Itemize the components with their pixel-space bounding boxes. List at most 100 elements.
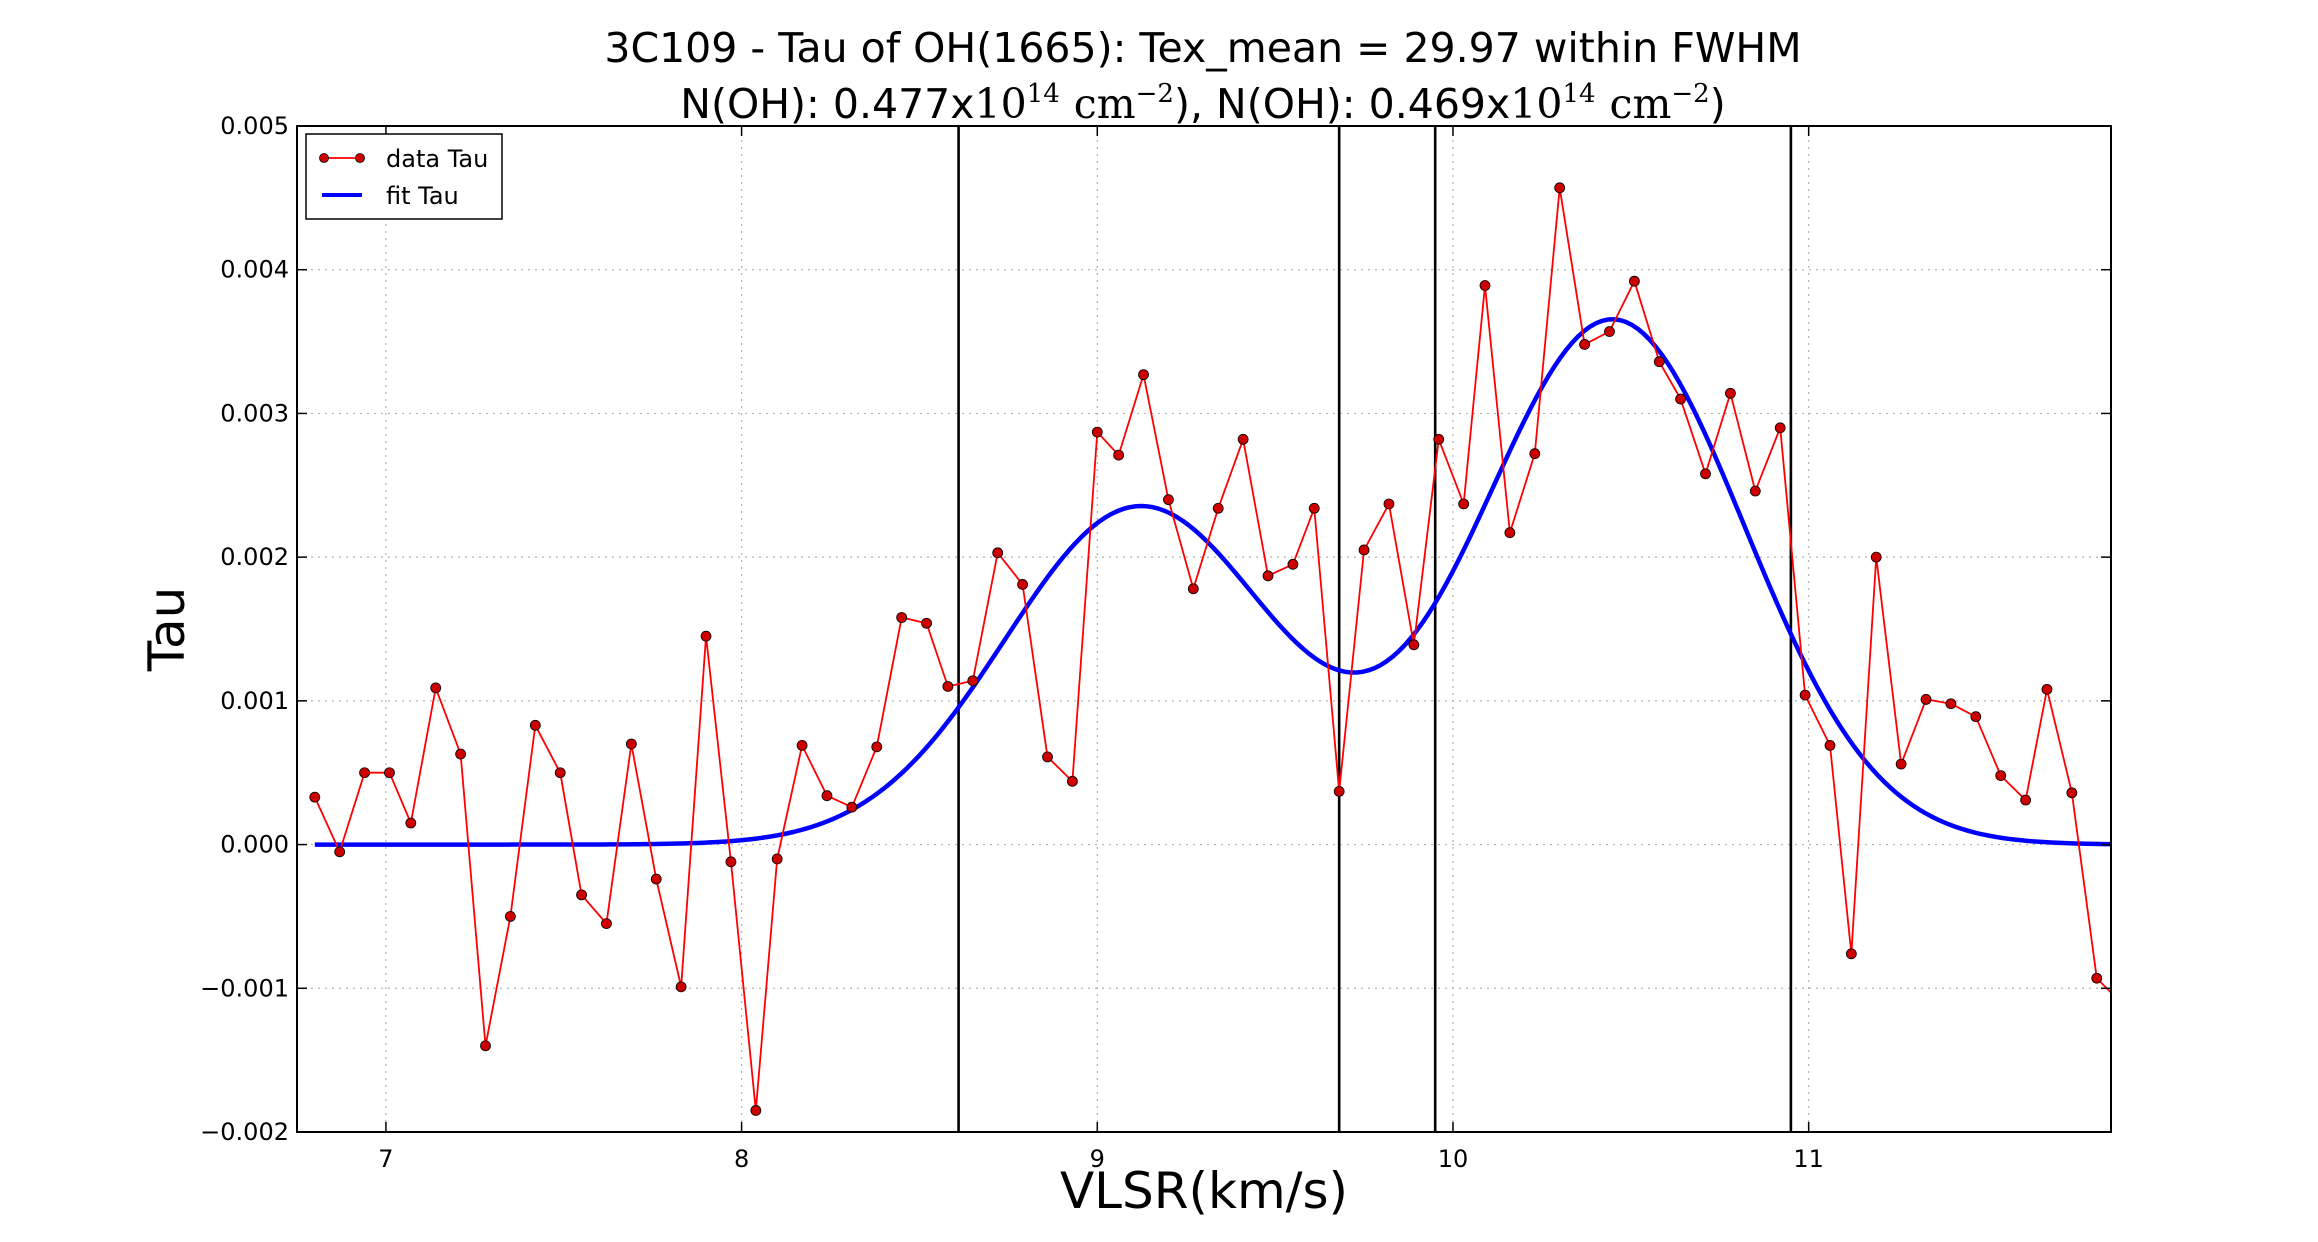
data-tau-point [1113, 449, 1125, 461]
data-tau-point [1554, 182, 1566, 194]
data-tau-point [405, 817, 417, 829]
data-tau-point [576, 889, 587, 901]
x-axis-label: VLSR(km/s) [1060, 1162, 1348, 1220]
data-tau-point [1383, 498, 1395, 510]
data-tau-point [1700, 468, 1711, 480]
data-series [309, 182, 2112, 1116]
data-tau-point [1774, 422, 1786, 434]
data-tau-point [554, 767, 566, 779]
data-tau-point [871, 741, 883, 753]
data-tau-point [601, 918, 612, 930]
data-tau-point [896, 612, 908, 623]
data-tau-point [1433, 433, 1445, 445]
y-tick-label: 0.003 [220, 399, 289, 427]
data-tau-point [480, 1040, 491, 1052]
data-tau-point [505, 911, 516, 922]
legend-box [305, 133, 503, 220]
plot-frame [296, 125, 2112, 1133]
grid [297, 126, 2111, 1132]
data-tau-point [1287, 558, 1299, 570]
data-tau-point [1845, 948, 1857, 960]
title-part: N(OH): 0.477x [680, 80, 974, 128]
title-part: ) [1710, 80, 1726, 128]
data-tau-point [309, 791, 321, 803]
data-tau-point [359, 767, 370, 779]
data-tau-point [334, 846, 346, 858]
data-tau-point [650, 873, 662, 885]
data-tau-point [2091, 972, 2103, 984]
x-tick-label: 9 [1090, 1145, 1105, 1173]
data-tau-point [750, 1105, 762, 1116]
data-tau-point [1187, 583, 1199, 595]
legend-marker-data [355, 153, 365, 163]
legend-label-fit: fit Tau [386, 182, 459, 210]
data-tau-point [1017, 579, 1028, 590]
data-tau-point [1870, 551, 1882, 563]
title-part: 14 [1562, 79, 1595, 109]
data-tau-point [1920, 694, 1932, 705]
data-tau-point [1799, 689, 1811, 701]
data-tau-point [725, 856, 737, 868]
y-tick-label: 0.004 [220, 256, 289, 284]
data-tau-point [1725, 387, 1736, 399]
legend-label-data: data Tau [386, 145, 488, 173]
data-tau-point [1138, 369, 1149, 381]
x-tick-label: 8 [734, 1145, 749, 1173]
data-tau-point [796, 740, 808, 751]
chart-title-line2: N(OH): 0.477x1014 cm−2), N(OH): 0.469x101… [680, 79, 1725, 128]
data-tau-point [1212, 502, 1224, 514]
data-tau-point [1895, 758, 1907, 770]
data-tau-point [1408, 639, 1420, 651]
fit-tau-line [314, 317, 2112, 847]
data-tau-point [384, 767, 395, 779]
data-tau-point [455, 748, 467, 760]
data-tau-point [700, 630, 712, 642]
title-part: −2 [1136, 79, 1174, 109]
data-tau-point [1824, 740, 1836, 751]
data-tau-point [1237, 433, 1249, 445]
data-tau-point [1529, 448, 1541, 460]
data-tau-point [1333, 785, 1345, 797]
data-tau-point [1308, 502, 1320, 514]
data-tau-point [1163, 494, 1174, 506]
data-tau-point [942, 681, 954, 692]
title-part: cm [1610, 80, 1672, 128]
data-tau-line [313, 187, 2112, 1111]
data-tau-point [1675, 393, 1687, 405]
legend-marker-data [319, 153, 329, 163]
data-tau-point [921, 617, 932, 629]
data-tau-point [1091, 426, 1103, 438]
data-tau-point [2020, 794, 2032, 806]
title-part: −2 [1671, 79, 1709, 109]
data-tau-point [2041, 683, 2053, 695]
data-tau-point [1653, 356, 1665, 368]
chart-title-line1: 3C109 - Tau of OH(1665): Tex_mean = 29.9… [604, 24, 1801, 72]
x-tick-label: 10 [1438, 1145, 1469, 1173]
data-tau-point [967, 675, 979, 687]
data-tau-point [1970, 711, 1982, 723]
y-tick-label: 0.002 [220, 543, 289, 571]
data-tau-point [1358, 544, 1370, 556]
x-tick-label: 7 [378, 1145, 393, 1173]
title-part: 14 [1027, 79, 1060, 109]
data-tau-point [1604, 326, 1615, 337]
legend: data Tau fit Tau [305, 133, 503, 220]
data-tau-point [529, 719, 541, 731]
x-tick-label: 11 [1793, 1145, 1824, 1173]
data-tau-point [1042, 751, 1053, 763]
data-tau-point [992, 547, 1004, 559]
data-tau-point [771, 853, 783, 865]
data-tau-point [1262, 570, 1274, 582]
y-tick-label: −0.002 [200, 1118, 289, 1146]
data-tau-point [1504, 527, 1516, 539]
title-part: cm [1074, 80, 1136, 128]
data-tau-point [1579, 339, 1590, 350]
data-tau-point [2066, 787, 2078, 799]
data-tau-point [1628, 275, 1640, 287]
title-part: ), N(OH): 0.469x [1174, 80, 1510, 128]
fit-series [314, 317, 2112, 847]
data-tau-point [1458, 498, 1470, 510]
data-tau-point [1945, 698, 1957, 710]
y-tick-label: −0.001 [200, 974, 289, 1002]
